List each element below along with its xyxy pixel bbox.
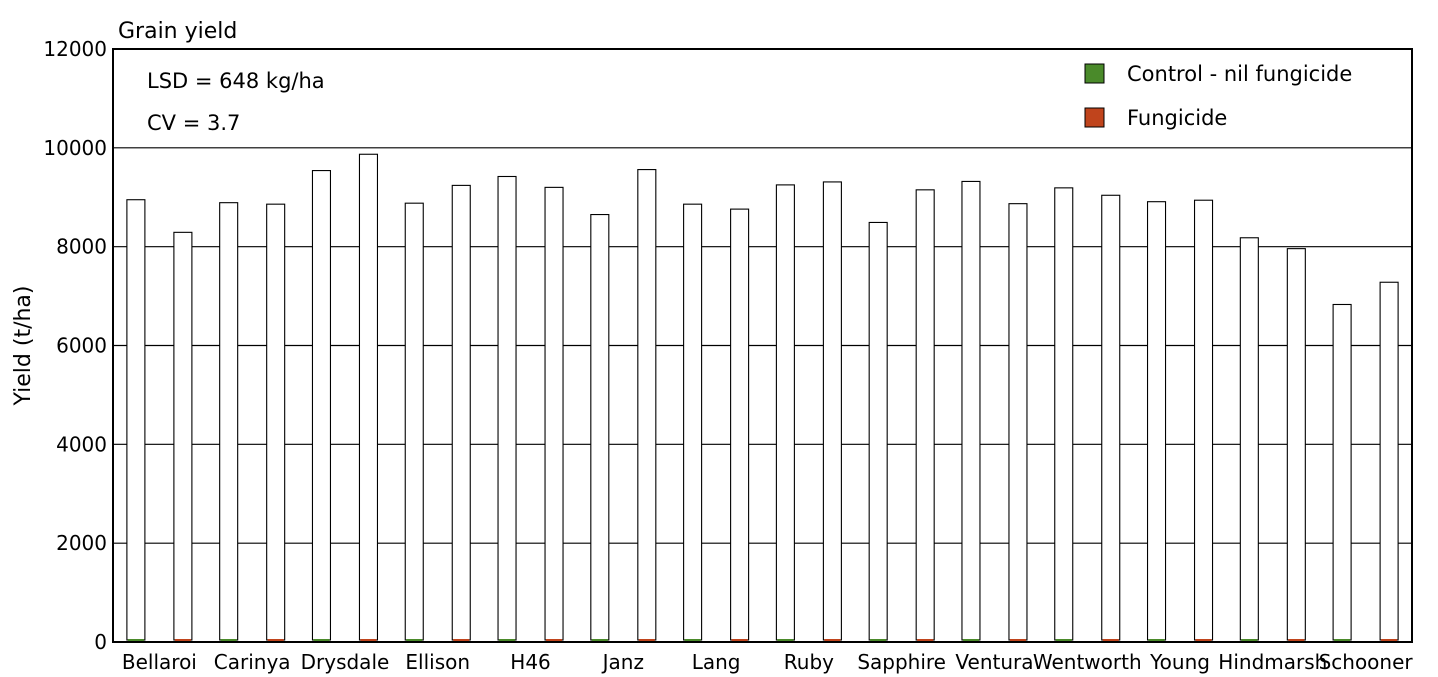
bar-fungicide <box>1008 203 1028 641</box>
bar-control <box>1054 187 1074 641</box>
bar-base-control <box>1241 639 1258 641</box>
bar-base-control <box>962 639 979 641</box>
x-tick-label: Sapphire <box>857 650 946 674</box>
x-tick-label: Drysdale <box>301 650 390 674</box>
bar-base-fungicide <box>267 639 284 641</box>
bar-base-fungicide <box>174 639 191 641</box>
y-tick-label: 8000 <box>56 235 107 259</box>
bar-base-fungicide <box>360 639 377 641</box>
bar-base-fungicide <box>1102 639 1119 641</box>
bar-fungicide <box>1379 281 1399 641</box>
bar-fungicide <box>730 208 750 641</box>
bar-base-control <box>870 639 887 641</box>
bar-base-control <box>406 639 423 641</box>
x-tick-label: Schooner <box>1319 650 1414 674</box>
legend-label: Fungicide <box>1127 106 1227 130</box>
bar-fungicide <box>915 189 935 641</box>
bar-fungicide <box>173 231 193 641</box>
bar-base-control <box>1334 639 1351 641</box>
bar-base-fungicide <box>917 639 934 641</box>
x-tick-label: Ventura <box>955 650 1033 674</box>
bar-base-fungicide <box>638 639 655 641</box>
chart-title: Grain yield <box>118 19 237 44</box>
bar-control <box>868 221 888 641</box>
y-tick-label: 6000 <box>56 334 107 358</box>
bar-base-fungicide <box>731 639 748 641</box>
legend: Control - nil fungicide Fungicide <box>1084 62 1352 130</box>
y-axis-label: Yield (t/ha) <box>11 285 36 406</box>
bar-fungicide <box>822 181 842 641</box>
y-tick-label: 12000 <box>43 37 107 61</box>
bar-base-control <box>684 639 701 641</box>
x-tick-label: Wentworth <box>1033 650 1142 674</box>
grid-lines <box>113 147 1412 544</box>
legend-swatch <box>1084 107 1105 128</box>
x-tick-label: Lang <box>692 650 741 674</box>
y-tick-labels: 0 2000 4000 6000 8000 10000 12000 <box>43 37 107 654</box>
bar-control <box>497 175 517 641</box>
bar-base-fungicide <box>1195 639 1212 641</box>
bar-control <box>683 203 703 641</box>
bar-control <box>404 202 424 641</box>
x-tick-label: Young <box>1149 650 1210 674</box>
bar-base-control <box>777 639 794 641</box>
bar-control <box>961 180 981 641</box>
x-tick-label: Ruby <box>784 650 834 674</box>
bar-base-fungicide <box>1009 639 1026 641</box>
bar-control <box>126 199 146 641</box>
bar-base-control <box>1055 639 1072 641</box>
y-tick-label: 10000 <box>43 136 107 160</box>
bar-fungicide <box>358 153 379 641</box>
y-tick-label: 4000 <box>56 432 107 456</box>
bar-control <box>311 170 332 641</box>
bar-base-control <box>313 639 330 641</box>
bar-base-fungicide <box>824 639 841 641</box>
bar-base-control <box>591 639 608 641</box>
bar-control <box>1239 237 1259 641</box>
bar-base-control <box>1148 639 1165 641</box>
bar-control <box>775 184 795 641</box>
bar-control <box>1332 303 1352 641</box>
bar-fungicide <box>266 203 286 641</box>
bar-base-fungicide <box>546 639 563 641</box>
bar-fungicide <box>1286 248 1306 641</box>
plot-frame <box>112 48 1413 643</box>
bar-control <box>1146 201 1167 641</box>
legend-label: Control - nil fungicide <box>1127 62 1352 86</box>
bar-base-fungicide <box>453 639 470 641</box>
legend-swatch <box>1084 63 1105 84</box>
bar-base-fungicide <box>1288 639 1305 641</box>
lsd-annotation: LSD = 648 kg/ha <box>147 69 325 93</box>
x-tick-label: Bellaroi <box>122 650 197 674</box>
x-tick-label: Carinya <box>214 650 291 674</box>
x-tick-label: Janz <box>601 650 644 674</box>
bar-base-control <box>127 639 144 641</box>
bar-control <box>219 202 239 641</box>
bar-base-control <box>499 639 516 641</box>
x-tick-label: Hindmarsh <box>1218 650 1327 674</box>
bar-control <box>590 213 610 641</box>
y-tick-label: 0 <box>94 630 107 654</box>
x-tick-label: Ellison <box>405 650 470 674</box>
bar-fungicide <box>1101 194 1121 641</box>
y-tick-label: 2000 <box>56 531 107 555</box>
bars <box>126 153 1399 641</box>
bar-fungicide <box>637 169 657 641</box>
bar-base-fungicide <box>1381 639 1398 641</box>
x-tick-labels: Bellaroi Carinya Drysdale Ellison H46 Janz Lan… <box>122 650 1414 674</box>
bar-fungicide <box>1193 199 1214 641</box>
cv-annotation: CV = 3.7 <box>147 111 240 135</box>
bar-base-control <box>220 639 237 641</box>
bar-fungicide <box>544 186 564 641</box>
x-tick-label: H46 <box>510 650 551 674</box>
bar-fungicide <box>451 184 471 641</box>
